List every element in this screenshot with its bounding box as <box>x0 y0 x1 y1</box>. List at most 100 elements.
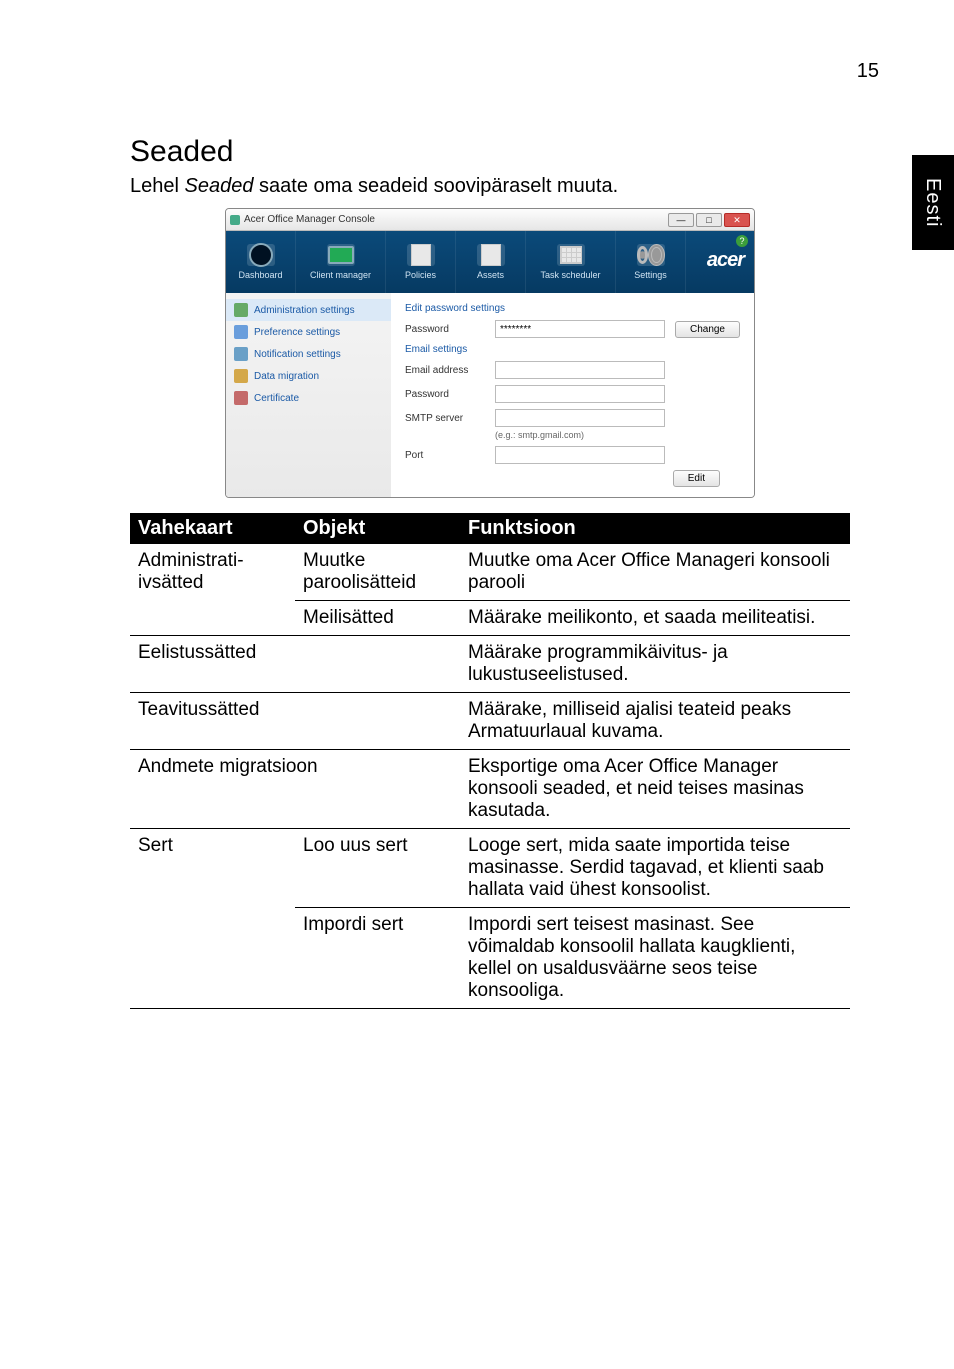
nav-task-scheduler[interactable]: Task scheduler <box>526 231 616 293</box>
cell-tab: Andmete migratsioon <box>130 750 460 829</box>
sidebar-notif-label: Notification settings <box>254 349 341 360</box>
settings-description-table: Vahekaart Objekt Funktsioon Administrati… <box>130 513 850 1009</box>
data-migration-icon <box>234 369 248 383</box>
intro-text: Lehel Seaded saate oma seadeid soovipära… <box>130 175 850 198</box>
table-header-tab: Vahekaart <box>130 513 295 544</box>
nav-task-scheduler-label: Task scheduler <box>540 270 600 280</box>
table-row: Eelistussätted Määrake programmikäivitus… <box>130 636 850 693</box>
smtp-hint: (e.g.: smtp.gmail.com) <box>495 430 740 440</box>
client-manager-icon <box>327 244 355 266</box>
sidebar-data-label: Data migration <box>254 371 319 382</box>
nav-client-manager[interactable]: Client manager <box>296 231 386 293</box>
settings-sidebar: Administration settings Preference setti… <box>226 293 391 497</box>
dashboard-icon <box>247 244 275 266</box>
email-address-input[interactable] <box>495 361 665 379</box>
close-button[interactable]: ✕ <box>724 213 750 227</box>
port-input[interactable] <box>495 446 665 464</box>
email-settings-label: Email settings <box>405 344 740 355</box>
table-row: Administrati-ivsätted Muutke paroolisätt… <box>130 544 850 601</box>
cell-func: Määrake, milliseid ajalisi teateid peaks… <box>460 693 850 750</box>
nav-assets[interactable]: Assets <box>456 231 526 293</box>
cell-func: Eksportige oma Acer Office Manager konso… <box>460 750 850 829</box>
app-icon <box>230 215 240 225</box>
cell-tab: Administrati-ivsätted <box>130 544 295 636</box>
cell-object: Impordi sert <box>295 908 460 1009</box>
app-window: Acer Office Manager Console — □ ✕ Dashbo… <box>225 208 755 498</box>
intro-suffix: saate oma seadeid soovipäraselt muuta. <box>253 175 618 197</box>
nav-settings-label: Settings <box>634 270 667 280</box>
minimize-button[interactable]: — <box>668 213 694 227</box>
sidebar-cert-label: Certificate <box>254 393 299 404</box>
settings-main-panel: Edit password settings Password Change E… <box>391 293 754 497</box>
table-row: Teavitussätted Määrake, milliseid ajalis… <box>130 693 850 750</box>
cell-object: Muutke paroolisätteid <box>295 544 460 601</box>
change-button[interactable]: Change <box>675 321 740 338</box>
cell-func: Muutke oma Acer Office Manageri konsooli… <box>460 544 850 601</box>
window-controls: — □ ✕ <box>668 213 750 227</box>
language-side-tab: Eesti <box>912 155 954 250</box>
nav-dashboard-label: Dashboard <box>238 270 282 280</box>
edit-button[interactable]: Edit <box>673 470 720 487</box>
page-number: 15 <box>857 60 879 83</box>
cell-func: Määrake programmikäivitus- ja lukustusee… <box>460 636 850 693</box>
password-row: Password Change <box>405 320 740 338</box>
settings-icon <box>637 244 665 266</box>
notification-icon <box>234 347 248 361</box>
sidebar-item-administration[interactable]: Administration settings <box>226 299 391 321</box>
certificate-icon <box>234 391 248 405</box>
email-password-label: Password <box>405 389 485 400</box>
password-label: Password <box>405 324 485 335</box>
nav-policies[interactable]: Policies <box>386 231 456 293</box>
smtp-row: SMTP server <box>405 409 740 427</box>
edit-password-settings-label: Edit password settings <box>405 303 740 314</box>
app-body: Administration settings Preference setti… <box>226 293 754 497</box>
nav-assets-label: Assets <box>477 270 504 280</box>
cell-tab: Teavitussätted <box>130 693 460 750</box>
preference-icon <box>234 325 248 339</box>
sidebar-item-notification[interactable]: Notification settings <box>226 343 391 365</box>
port-label: Port <box>405 450 485 461</box>
sidebar-item-preference[interactable]: Preference settings <box>226 321 391 343</box>
cell-object: Loo uus sert <box>295 829 460 908</box>
window-titlebar: Acer Office Manager Console — □ ✕ <box>226 209 754 231</box>
password-input[interactable] <box>495 320 665 338</box>
sidebar-item-certificate[interactable]: Certificate <box>226 387 391 409</box>
table-row: Sert Loo uus sert Looge sert, mida saate… <box>130 829 850 908</box>
table-header-object: Objekt <box>295 513 460 544</box>
nav-policies-label: Policies <box>405 270 436 280</box>
sidebar-admin-label: Administration settings <box>254 305 355 316</box>
acer-logo: acer <box>707 249 744 272</box>
smtp-input[interactable] <box>495 409 665 427</box>
table-row: Andmete migratsioon Eksportige oma Acer … <box>130 750 850 829</box>
smtp-label: SMTP server <box>405 413 485 424</box>
cell-func: Impordi sert teisest masinast. See võima… <box>460 908 850 1009</box>
page-content: Seaded Lehel Seaded saate oma seadeid so… <box>130 135 850 1009</box>
cell-tab: Eelistussätted <box>130 636 460 693</box>
app-top-nav: Dashboard Client manager Policies Assets… <box>226 231 754 293</box>
admin-icon <box>234 303 248 317</box>
window-title: Acer Office Manager Console <box>230 214 375 225</box>
maximize-button[interactable]: □ <box>696 213 722 227</box>
sidebar-pref-label: Preference settings <box>254 327 340 338</box>
task-scheduler-icon <box>557 244 585 266</box>
cell-func: Looge sert, mida saate importida teise m… <box>460 829 850 908</box>
policies-icon <box>407 244 435 266</box>
nav-client-manager-label: Client manager <box>310 270 371 280</box>
sidebar-item-data-migration[interactable]: Data migration <box>226 365 391 387</box>
cell-tab: Sert <box>130 829 295 1009</box>
email-password-input[interactable] <box>495 385 665 403</box>
port-row: Port <box>405 446 740 464</box>
email-address-row: Email address <box>405 361 740 379</box>
cell-object: Meilisätted <box>295 601 460 636</box>
email-password-row: Password <box>405 385 740 403</box>
table-header-function: Funktsioon <box>460 513 850 544</box>
nav-settings[interactable]: Settings <box>616 231 686 293</box>
intro-em: Seaded <box>185 175 254 197</box>
assets-icon <box>477 244 505 266</box>
nav-dashboard[interactable]: Dashboard <box>226 231 296 293</box>
section-heading: Seaded <box>130 135 850 169</box>
cell-func: Määrake meilikonto, et saada meiliteatis… <box>460 601 850 636</box>
help-icon[interactable]: ? <box>736 235 748 247</box>
email-address-label: Email address <box>405 365 485 376</box>
window-title-text: Acer Office Manager Console <box>244 214 375 225</box>
